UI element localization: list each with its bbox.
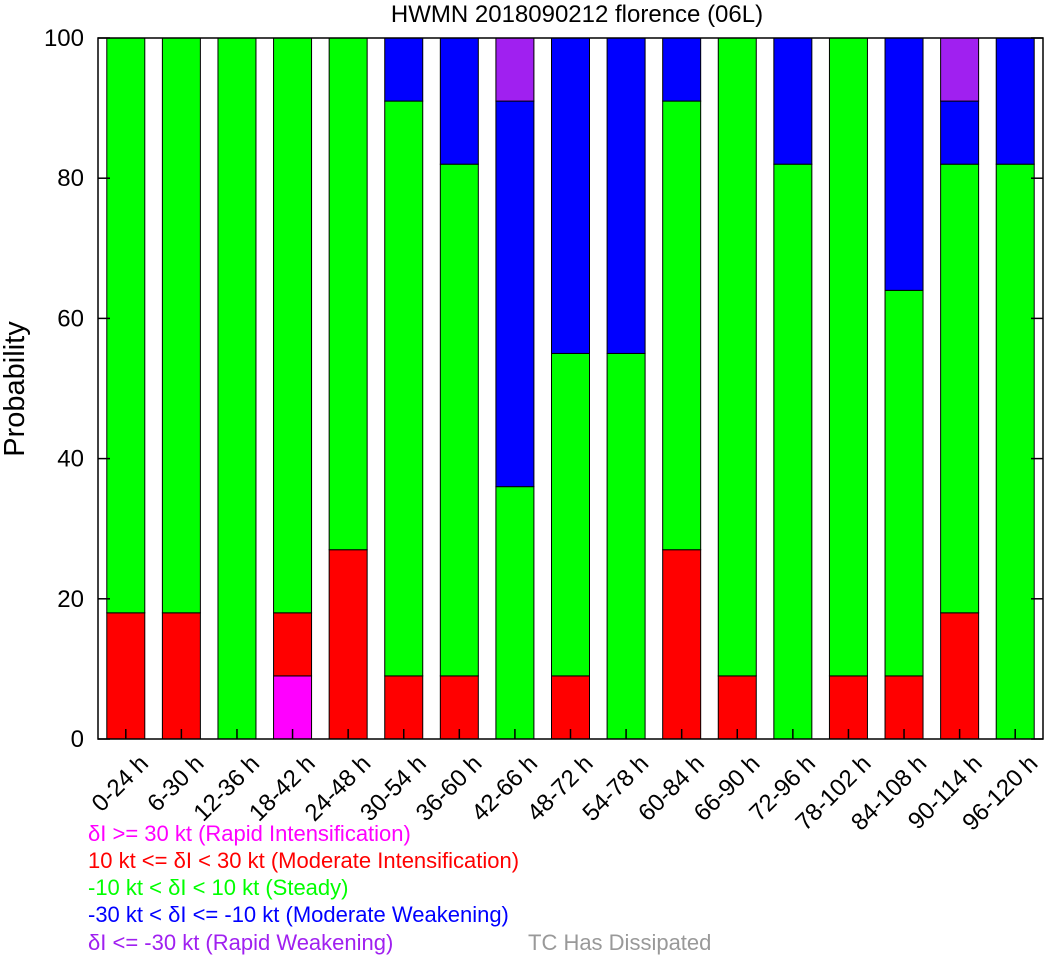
bar-segment-steady: [606, 352, 646, 740]
bar-segment-steady: [940, 163, 980, 614]
y-tick-label: 20: [57, 586, 84, 613]
bar-segment-steady: [828, 37, 868, 677]
bar-segment-mi: [551, 675, 590, 740]
bar-segment-steady: [161, 37, 201, 614]
bar-segment-mw: [662, 37, 702, 102]
bar-segment-steady: [273, 37, 313, 614]
y-tick-label: 100: [44, 25, 84, 52]
legend-dissipated: TC Has Dissipated: [528, 930, 712, 955]
bar-segment-mw: [773, 37, 813, 165]
bar-segment-mi: [106, 612, 146, 740]
y-tick-label: 40: [57, 446, 84, 473]
legend-rapid-intensification: δI >= 30 kt (Rapid Intensification): [88, 821, 411, 846]
bar-segment-steady: [106, 37, 146, 614]
legend-steady: -10 kt < δI < 10 kt (Steady): [88, 875, 349, 900]
bar-segment-mw: [995, 37, 1035, 165]
y-tick-label: 60: [57, 305, 84, 332]
bar-segment-steady: [662, 100, 702, 551]
chart-title: HWMN 2018090212 florence (06L): [391, 1, 763, 28]
bar-segment-mw: [940, 100, 980, 165]
bar-segment-steady: [217, 37, 257, 740]
legend-moderate-weakening: -30 kt < δI <= -10 kt (Moderate Weakenin…: [88, 902, 509, 927]
bar-segment-mi: [161, 612, 201, 740]
bar-segment-mi: [940, 612, 980, 740]
legend-moderate-intensification: 10 kt <= δI < 30 kt (Moderate Intensific…: [88, 848, 520, 873]
bar-segment-steady: [773, 163, 813, 740]
bar-segment-steady: [717, 37, 757, 677]
bar-segment-steady: [884, 289, 924, 677]
bar-segment-steady: [551, 352, 590, 677]
y-tick-label: 0: [71, 726, 84, 753]
bar-segment-steady: [495, 486, 535, 740]
y-axis-label: Probability: [0, 321, 31, 457]
y-tick-label: 80: [57, 165, 84, 192]
bar-segment-rw: [495, 37, 535, 102]
bar-segment-ri: [273, 675, 313, 740]
bar-segment-mw: [439, 37, 479, 165]
bar-segment-mi: [662, 549, 702, 740]
bars-layer: [106, 37, 1035, 740]
bar-segment-mw: [606, 37, 646, 354]
bar-segment-mi: [273, 612, 313, 677]
bar-segment-steady: [439, 163, 479, 677]
bar-segment-mi: [828, 675, 868, 740]
bar-segment-mw: [884, 37, 924, 291]
legend-rapid-weakening: δI <= -30 kt (Rapid Weakening): [88, 930, 394, 955]
bar-segment-mw: [384, 37, 424, 102]
bar-segment-steady: [384, 100, 424, 677]
bar-segment-mi: [328, 549, 368, 740]
bar-segment-mw: [551, 37, 590, 354]
x-tick-label: 0-24 h: [87, 750, 154, 817]
bar-segment-steady: [995, 163, 1035, 740]
bar-segment-rw: [940, 37, 980, 102]
bar-segment-steady: [328, 37, 368, 551]
bar-segment-mw: [495, 100, 535, 488]
bar-segment-mi: [384, 675, 424, 740]
